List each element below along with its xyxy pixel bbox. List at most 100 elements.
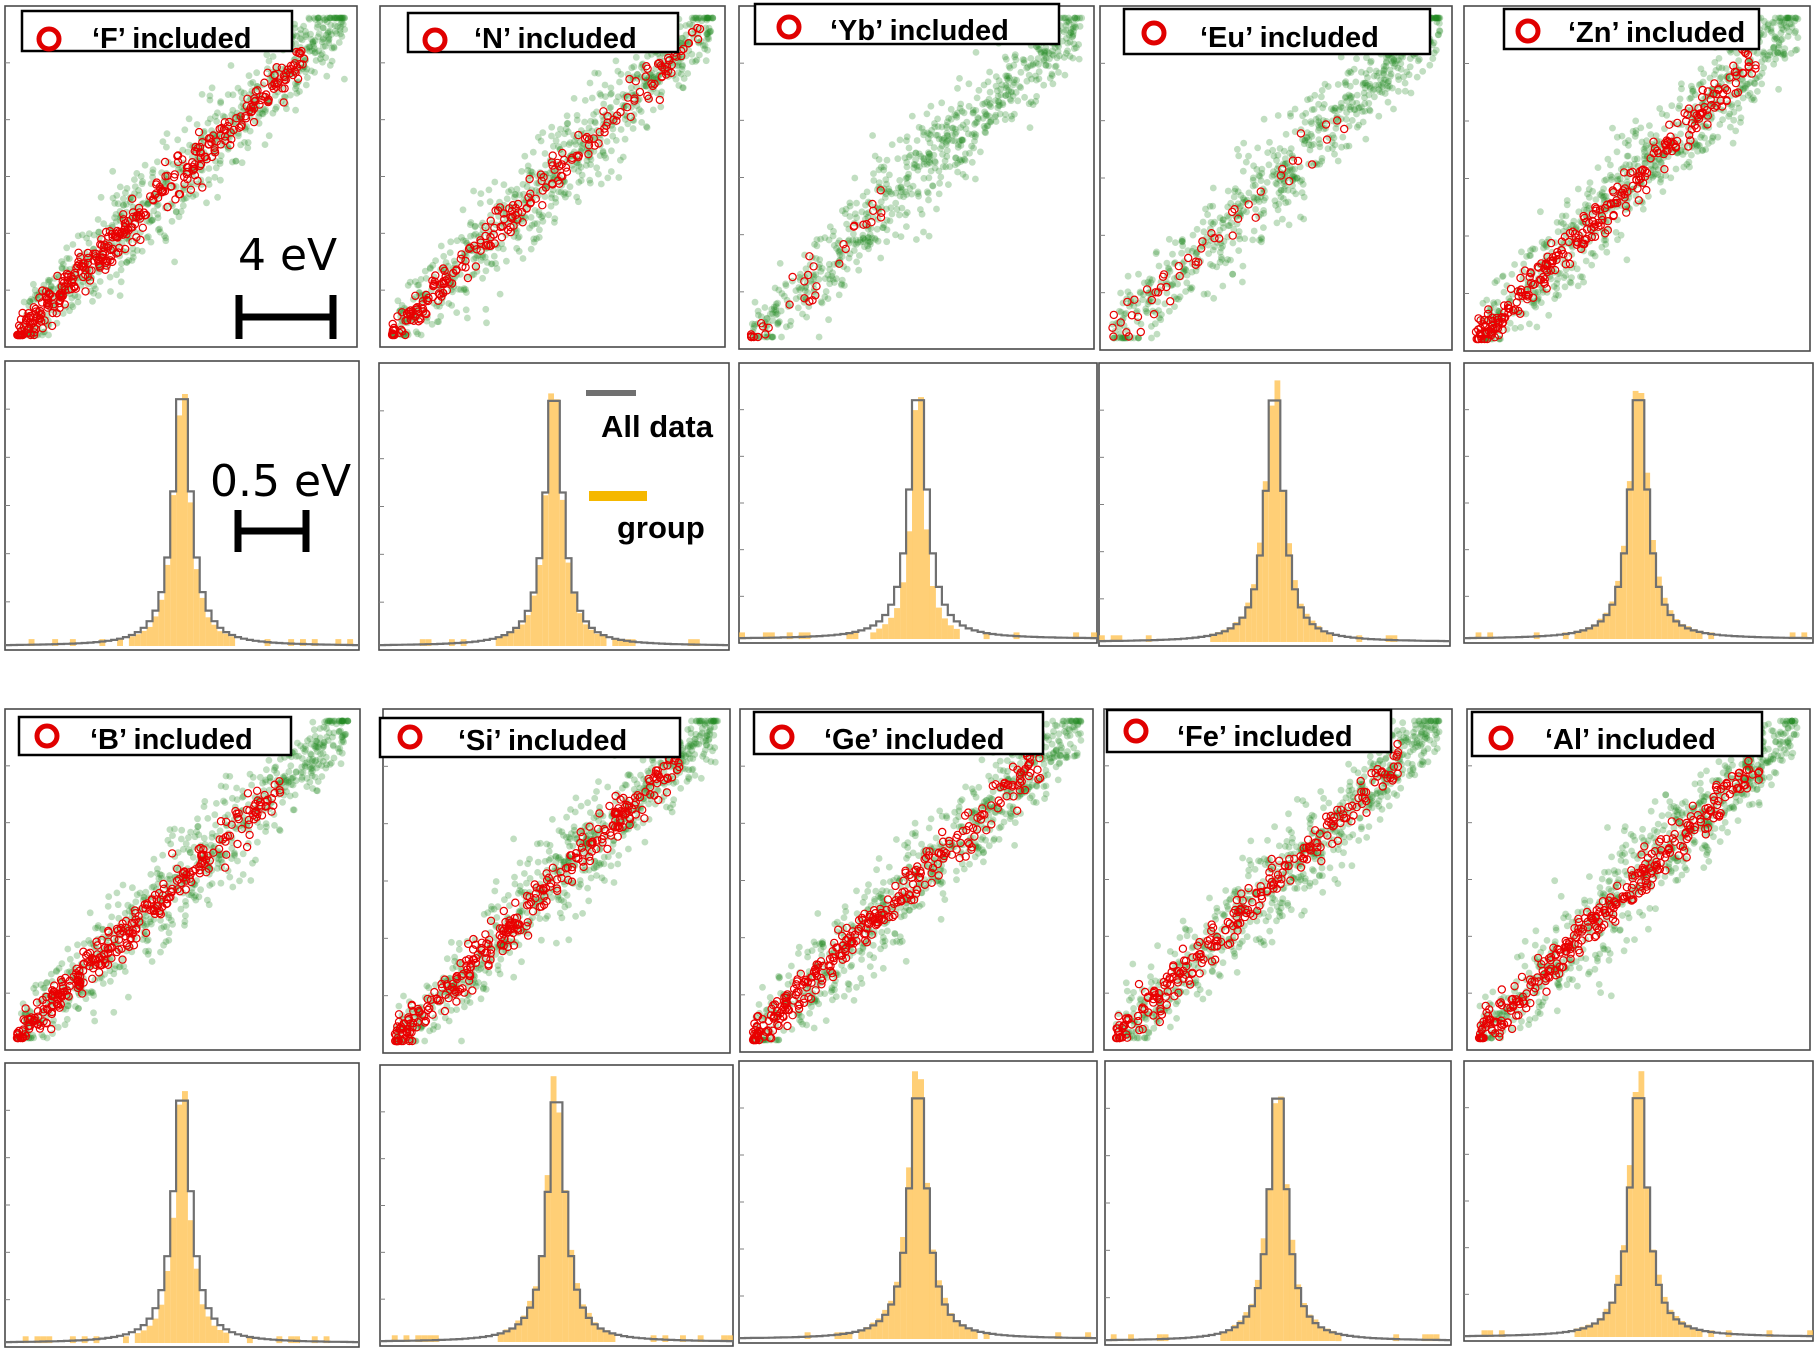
all-data-point bbox=[768, 333, 776, 341]
all-data-point bbox=[287, 762, 295, 770]
all-data-point bbox=[1362, 135, 1370, 143]
group-point bbox=[225, 117, 234, 127]
all-data-point bbox=[1172, 239, 1179, 247]
all-data-point bbox=[490, 252, 498, 260]
group-point bbox=[175, 189, 185, 199]
all-data-point bbox=[138, 180, 146, 188]
all-data-point bbox=[292, 106, 299, 114]
group-point bbox=[195, 142, 205, 152]
all-data-point bbox=[212, 164, 220, 172]
all-data-point bbox=[863, 188, 871, 196]
all-data-point bbox=[870, 177, 878, 184]
all-data-point bbox=[1356, 104, 1363, 112]
all-data-point bbox=[334, 23, 341, 30]
panel-title-tag: ‘Yb’ included bbox=[753, 2, 1061, 47]
all-data-point bbox=[1761, 55, 1769, 63]
all-data-point bbox=[129, 884, 136, 892]
scatter-panel-eu: ‘Eu’ included bbox=[1099, 5, 1453, 351]
panel-title-tag: ‘Zn’ included bbox=[1502, 7, 1761, 51]
all-data-point bbox=[311, 15, 319, 23]
all-data-point bbox=[581, 118, 588, 126]
all-data-point bbox=[1761, 23, 1769, 31]
all-data-point bbox=[1394, 72, 1402, 80]
all-data-point bbox=[314, 33, 322, 41]
all-data-point bbox=[1600, 185, 1607, 193]
all-data-point bbox=[90, 1009, 97, 1017]
group-point bbox=[135, 208, 144, 217]
all-data-point bbox=[1298, 176, 1306, 184]
all-data-point bbox=[297, 35, 304, 43]
all-data-point bbox=[1419, 68, 1427, 75]
group-point bbox=[232, 113, 241, 123]
all-data-point bbox=[1148, 334, 1155, 342]
group-point bbox=[166, 182, 175, 191]
all-data-point bbox=[588, 94, 596, 102]
all-data-point bbox=[886, 171, 893, 179]
all-data-point bbox=[293, 89, 301, 97]
all-data-point bbox=[603, 138, 611, 145]
all-data-point bbox=[843, 265, 851, 273]
all-data-point bbox=[143, 234, 151, 242]
all-data-point bbox=[479, 274, 486, 282]
all-data-point bbox=[1235, 247, 1243, 255]
all-data-point bbox=[58, 265, 66, 272]
group-point bbox=[81, 287, 90, 296]
all-data-point bbox=[1775, 85, 1782, 93]
all-data-point bbox=[247, 877, 255, 884]
all-data-point bbox=[297, 26, 305, 33]
all-data-point bbox=[1529, 245, 1537, 253]
all-data-point bbox=[315, 30, 323, 37]
all-data-point bbox=[133, 247, 141, 254]
all-data-point bbox=[1287, 112, 1294, 120]
all-data-point bbox=[1483, 296, 1491, 304]
all-data-point bbox=[466, 221, 474, 229]
all-data-point bbox=[321, 16, 328, 24]
all-data-point bbox=[300, 63, 308, 71]
all-data-point bbox=[315, 14, 322, 22]
all-data-point bbox=[853, 199, 860, 207]
all-data-point bbox=[325, 33, 332, 41]
all-data-point bbox=[761, 304, 769, 311]
all-data-point bbox=[903, 209, 911, 216]
all-data-point bbox=[593, 164, 601, 172]
all-data-point bbox=[1677, 130, 1684, 138]
all-data-point bbox=[1210, 294, 1218, 302]
all-data-point bbox=[1021, 93, 1028, 101]
all-data-point bbox=[1577, 273, 1584, 280]
all-data-point bbox=[1722, 65, 1730, 72]
all-data-point bbox=[943, 123, 951, 131]
all-data-point bbox=[1239, 262, 1247, 270]
all-data-point bbox=[1554, 228, 1562, 236]
all-data-point bbox=[273, 103, 280, 111]
all-data-point bbox=[561, 130, 569, 138]
all-data-point bbox=[307, 30, 314, 38]
group-point bbox=[149, 196, 158, 205]
all-data-point bbox=[1727, 123, 1734, 131]
all-data-point bbox=[163, 130, 171, 138]
all-data-point bbox=[941, 157, 949, 165]
all-data-point bbox=[324, 28, 332, 35]
all-data-point bbox=[1602, 176, 1610, 184]
all-data-point bbox=[120, 195, 127, 203]
all-data-point bbox=[237, 141, 245, 149]
all-data-point bbox=[1397, 60, 1405, 67]
group-point bbox=[136, 235, 145, 245]
all-data-point bbox=[26, 298, 34, 306]
all-data-point bbox=[1012, 89, 1020, 96]
all-data-point bbox=[912, 149, 920, 157]
all-data-point bbox=[47, 283, 55, 291]
group-point bbox=[120, 227, 129, 237]
all-data-point bbox=[1552, 291, 1560, 299]
all-data-point bbox=[331, 14, 339, 22]
all-data-point bbox=[888, 141, 896, 149]
all-data-point bbox=[822, 288, 830, 295]
all-data-point bbox=[935, 135, 943, 143]
all-data-point bbox=[1585, 194, 1593, 201]
group-point bbox=[251, 96, 260, 105]
all-data-point bbox=[615, 174, 623, 181]
all-data-point bbox=[116, 292, 124, 299]
all-data-point bbox=[1657, 172, 1665, 180]
group-point bbox=[299, 54, 309, 63]
all-data-point bbox=[224, 145, 232, 153]
all-data-point bbox=[338, 33, 346, 40]
